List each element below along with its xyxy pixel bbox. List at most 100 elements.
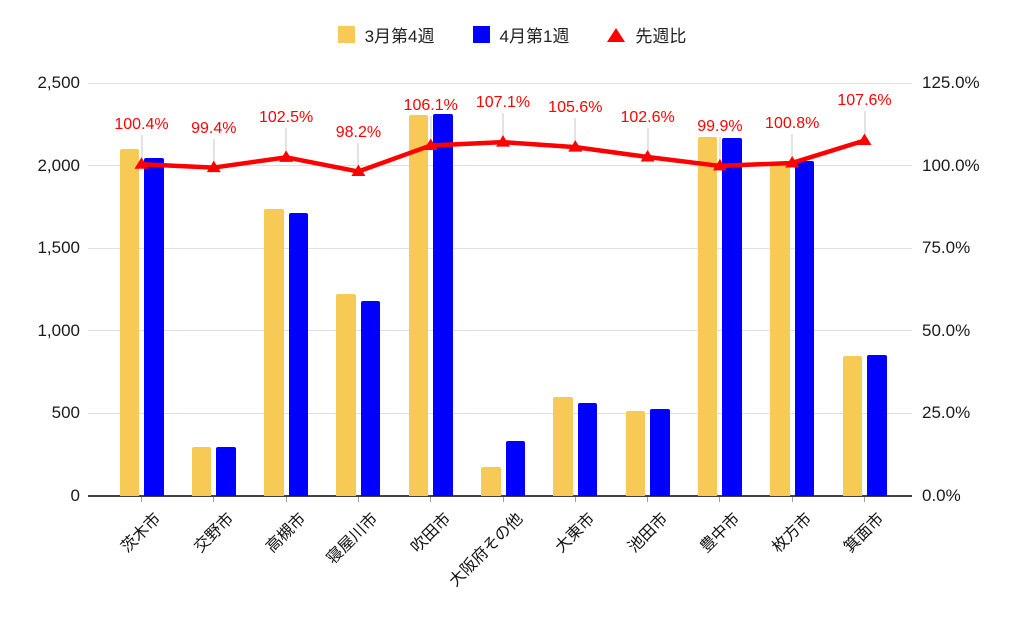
ratio-point-marker [857, 133, 872, 145]
x-axis-label: 交野市 [191, 510, 238, 557]
ratio-data-label: 107.1% [475, 94, 531, 112]
ratio-point-marker [279, 150, 294, 162]
gridline [88, 82, 912, 84]
x-axis-tick [357, 497, 359, 502]
x-axis-label: 茨木市 [118, 510, 165, 557]
data-label-leader-line [502, 113, 504, 141]
ratio-point-marker [496, 135, 510, 147]
x-axis-tick [285, 497, 287, 502]
left-axis-tick-label: 1,000 [37, 320, 80, 340]
bar-april-week1 [360, 301, 381, 496]
ratio-data-label: 99.9% [697, 117, 743, 135]
bar-march-week4 [697, 136, 718, 496]
ratio-point-marker [712, 158, 727, 171]
ratio-point-marker [423, 138, 438, 150]
x-axis-label: 枚方市 [769, 510, 816, 557]
chart-legend: 3月第4週 4月第1週 先週比 [0, 22, 1024, 47]
x-axis-line [88, 495, 912, 497]
bar-march-week4 [842, 356, 862, 496]
bar-march-week4 [408, 115, 429, 496]
bar-march-week4 [264, 208, 284, 496]
right-axis-tick-label: 75.0% [922, 238, 971, 258]
ratio-data-label: 105.6% [548, 99, 603, 117]
data-label-leader-line [140, 135, 143, 163]
bar-april-week1 [144, 158, 164, 496]
gridline [88, 412, 912, 414]
right-axis-tick-label: 0.0% [922, 486, 961, 505]
left-axis-tick-label: 2,000 [37, 155, 80, 175]
x-axis-label: 高槻市 [263, 510, 310, 557]
x-axis-tick [574, 497, 576, 502]
data-label-leader-line [791, 133, 794, 161]
x-axis-tick [647, 497, 649, 502]
ratio-data-label: 100.4% [114, 116, 169, 134]
bar-march-week4 [481, 467, 501, 496]
ratio-point-marker [134, 157, 149, 169]
left-axis-tick-label: 0 [70, 486, 80, 505]
bar-march-week4 [770, 163, 790, 496]
bar-april-week1 [867, 354, 887, 496]
yellow-square-swatch-icon [337, 26, 355, 43]
ratio-data-label: 102.6% [620, 109, 675, 126]
x-axis-tick [791, 497, 793, 502]
x-axis-tick [213, 497, 215, 502]
bar-april-week1 [505, 440, 525, 496]
x-axis-label: 池田市 [624, 510, 671, 557]
right-axis-tick-label: 100.0% [922, 155, 980, 175]
ratio-line-layer [134, 133, 872, 177]
bar-march-week4 [119, 149, 139, 496]
right-axis-tick-label: 25.0% [922, 403, 971, 423]
bar-april-week1 [722, 137, 742, 496]
right-axis-tick-label: 125.0% [922, 73, 980, 92]
data-label-leader-line [574, 118, 577, 146]
bar-april-week1 [216, 447, 236, 496]
data-label-leader-line [212, 138, 215, 166]
bar-march-week4 [553, 396, 573, 496]
bar-april-week1 [288, 212, 309, 496]
ratio-point-marker [351, 164, 366, 177]
ratio-point-marker [640, 150, 655, 162]
data-label-leader-line [429, 116, 432, 144]
red-triangle-marker-icon [607, 27, 626, 42]
data-label-leader-line [285, 128, 288, 156]
gridline [88, 330, 912, 332]
x-axis-tick [141, 497, 142, 502]
bar-march-week4 [625, 410, 646, 496]
bar-march-week4 [336, 293, 356, 496]
left-axis-tick-label: 2,500 [37, 73, 80, 92]
ratio-data-label: 107.6% [837, 92, 892, 110]
ratio-data-label: 100.8% [765, 114, 820, 132]
legend-item-march-week4: 3月第4週 [337, 22, 435, 47]
x-axis-tick [864, 497, 865, 502]
legend-item-ratio: 先週比 [607, 22, 686, 47]
ratio-point-marker [785, 155, 800, 168]
right-axis-tick-label: 50.0% [922, 320, 971, 340]
left-axis-tick-label: 500 [51, 403, 80, 423]
bar-april-week1 [433, 113, 453, 496]
x-axis-label: 大阪府その他 [446, 510, 527, 591]
x-axis-label: 寝屋川市 [324, 510, 382, 568]
data-label-leader-line [863, 111, 866, 139]
x-axis-label: 豊中市 [697, 510, 744, 557]
ratio-data-label: 106.1% [403, 97, 458, 115]
ratio-point-marker [568, 140, 583, 152]
legend-label-ratio: 先週比 [635, 27, 687, 46]
ratio-point-marker [206, 160, 221, 173]
bar-april-week1 [650, 409, 670, 496]
x-axis-label: 吹田市 [407, 510, 454, 557]
bar-march-week4 [191, 447, 212, 496]
legend-item-april-week1: 4月第1週 [472, 22, 569, 47]
left-axis-tick-label: 1,500 [37, 238, 80, 258]
ratio-data-label: 99.4% [191, 119, 237, 137]
data-label-leader-line [718, 136, 721, 164]
data-label-leader-line [357, 142, 360, 170]
gridline [88, 247, 912, 249]
bar-april-week1 [794, 161, 815, 496]
gridline [88, 165, 912, 167]
x-axis-label: 大東市 [552, 510, 599, 557]
ratio-data-label: 98.2% [335, 123, 382, 141]
data-label-leader-line [646, 128, 649, 155]
x-axis-tick [430, 497, 432, 502]
ratio-data-label: 102.5% [258, 109, 314, 127]
